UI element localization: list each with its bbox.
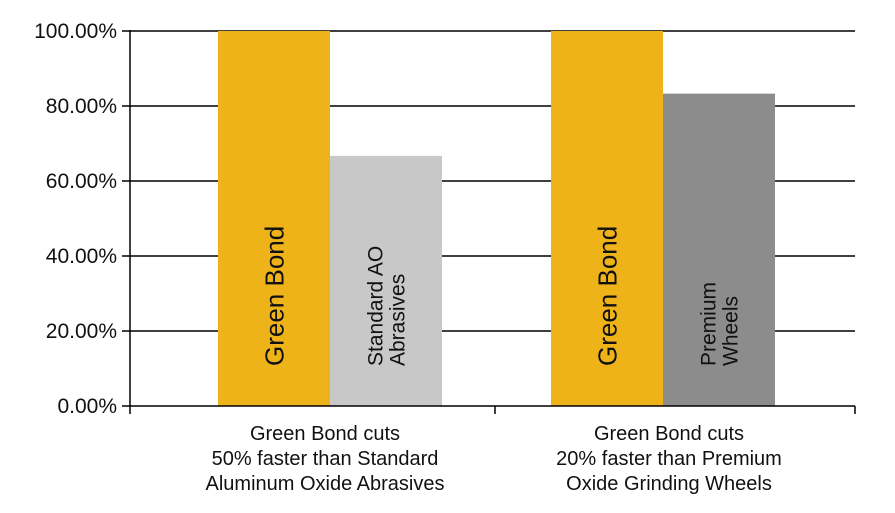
bar-2-2-label-line-1: Premium <box>698 282 721 366</box>
y-tick-label-20: 20.00% <box>46 320 117 343</box>
y-tick-label-60: 60.00% <box>46 170 117 193</box>
bar-1-1-label-line-1: Green Bond <box>259 226 289 366</box>
bar-1-2-label-line-1: Standard AO <box>365 246 388 366</box>
bar-1-2 <box>330 155 442 406</box>
category-label-2-line-2: 20% faster than Premium <box>556 448 782 470</box>
y-tick-label-0: 0.00% <box>57 395 117 418</box>
bar-2-1-label-line-1: Green Bond <box>592 226 622 366</box>
category-label-1: Green Bond cuts 50% faster than Standard… <box>175 422 475 497</box>
category-label-2-line-1: Green Bond cuts <box>593 423 745 445</box>
bar-2-2 <box>663 93 775 406</box>
category-label-1-line-2: 50% faster than Standard <box>211 448 439 470</box>
bar-2-1 <box>551 31 663 406</box>
y-tick-label-100: 100.00% <box>34 20 117 43</box>
category-label-2: Green Bond cuts 20% faster than Premium … <box>519 422 819 497</box>
bar-2-2-label-line-2: Wheels <box>720 296 743 366</box>
bar-1-2-label-line-2: Abrasives <box>387 274 410 366</box>
bar-1-1 <box>218 31 330 406</box>
category-label-2-line-3: Oxide Grinding Wheels <box>566 473 772 495</box>
y-tick-label-80: 80.00% <box>46 95 117 118</box>
y-tick-label-40: 40.00% <box>46 245 117 268</box>
category-label-1-line-1: Green Bond cuts <box>249 423 401 445</box>
category-label-1-line-3: Aluminum Oxide Abrasives <box>205 473 445 495</box>
